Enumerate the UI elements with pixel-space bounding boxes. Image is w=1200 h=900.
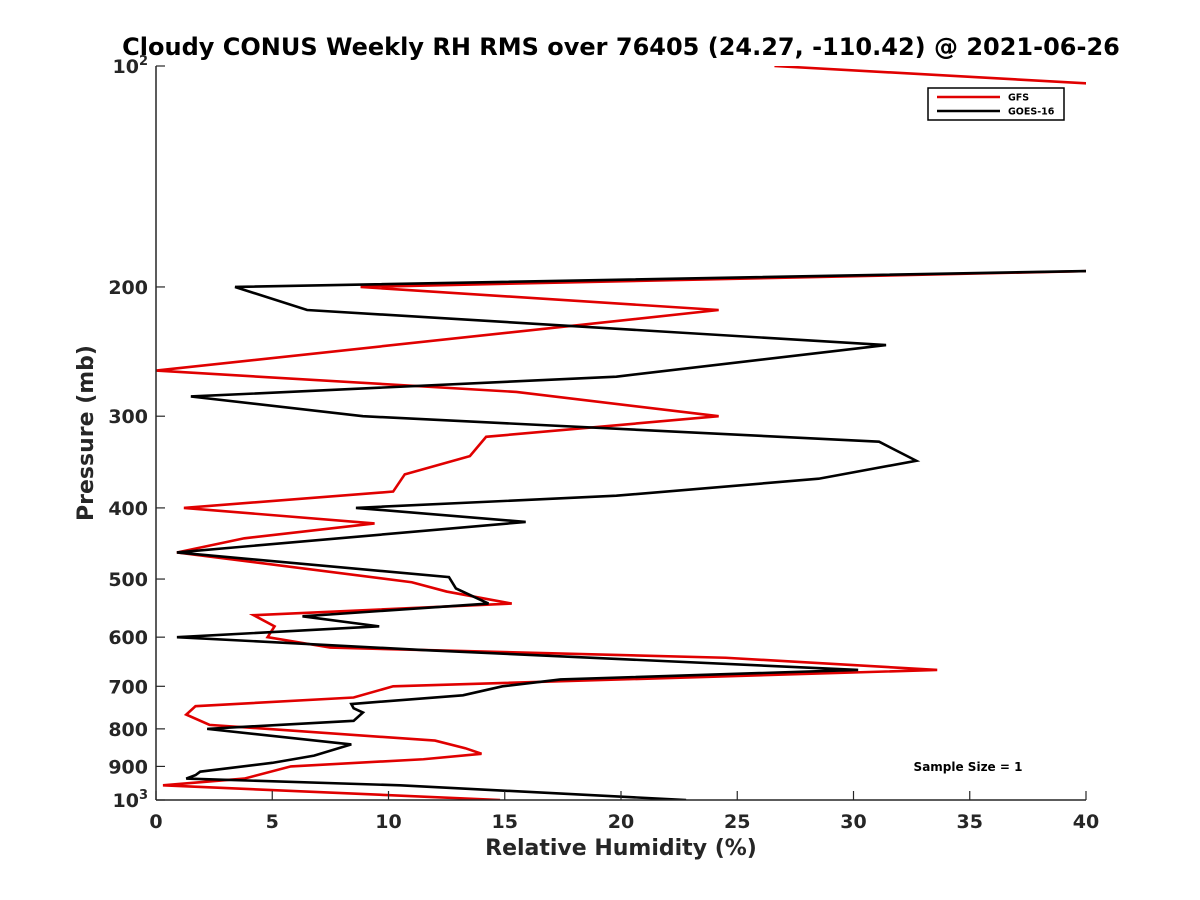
x-tick-label: 0 (149, 811, 162, 833)
y-tick-label: 900 (108, 756, 148, 778)
x-tick-label: 35 (957, 811, 983, 833)
x-axis-ticks: 0 5 10 15 20 25 30 35 40 (149, 791, 1099, 833)
y-tick-label: 700 (108, 676, 148, 698)
y-tick-label: 103 (113, 788, 149, 812)
x-tick-label: 30 (840, 811, 866, 833)
y-tick-label-base: 10 (113, 56, 139, 78)
y-tick-label: 300 (108, 406, 148, 428)
y-tick-label-base: 10 (113, 790, 139, 812)
legend-label-gfs: GFS (1008, 93, 1029, 104)
y-tick-label: 600 (108, 627, 148, 649)
y-tick-label: 400 (108, 498, 148, 520)
chart-title: Cloudy CONUS Weekly RH RMS over 76405 (2… (122, 33, 1120, 61)
y-tick-label: 200 (108, 277, 148, 299)
series-line-goes16 (176, 269, 1086, 800)
y-tick-label-exponent: 2 (139, 54, 148, 69)
x-tick-label: 25 (724, 811, 750, 833)
y-tick-label-exponent: 3 (139, 788, 148, 803)
x-tick-label: 20 (608, 811, 634, 833)
x-axis-label: Relative Humidity (%) (485, 836, 757, 861)
x-tick-label: 5 (266, 811, 279, 833)
legend: GFS GOES-16 (927, 87, 1065, 121)
y-tick-label: 102 (113, 54, 149, 78)
y-tick-label: 800 (108, 719, 148, 741)
legend-box (927, 87, 1065, 121)
x-tick-label: 40 (1073, 811, 1099, 833)
sample-size-annotation: Sample Size = 1 (914, 760, 1023, 774)
x-tick-label: 15 (492, 811, 518, 833)
y-axis-label: Pressure (mb) (74, 345, 99, 521)
series-line-gfs (156, 66, 1086, 800)
series-layer (156, 66, 1086, 800)
y-tick-label: 500 (108, 569, 148, 591)
legend-label-goes16: GOES-16 (1008, 107, 1055, 118)
x-tick-label: 10 (375, 811, 401, 833)
